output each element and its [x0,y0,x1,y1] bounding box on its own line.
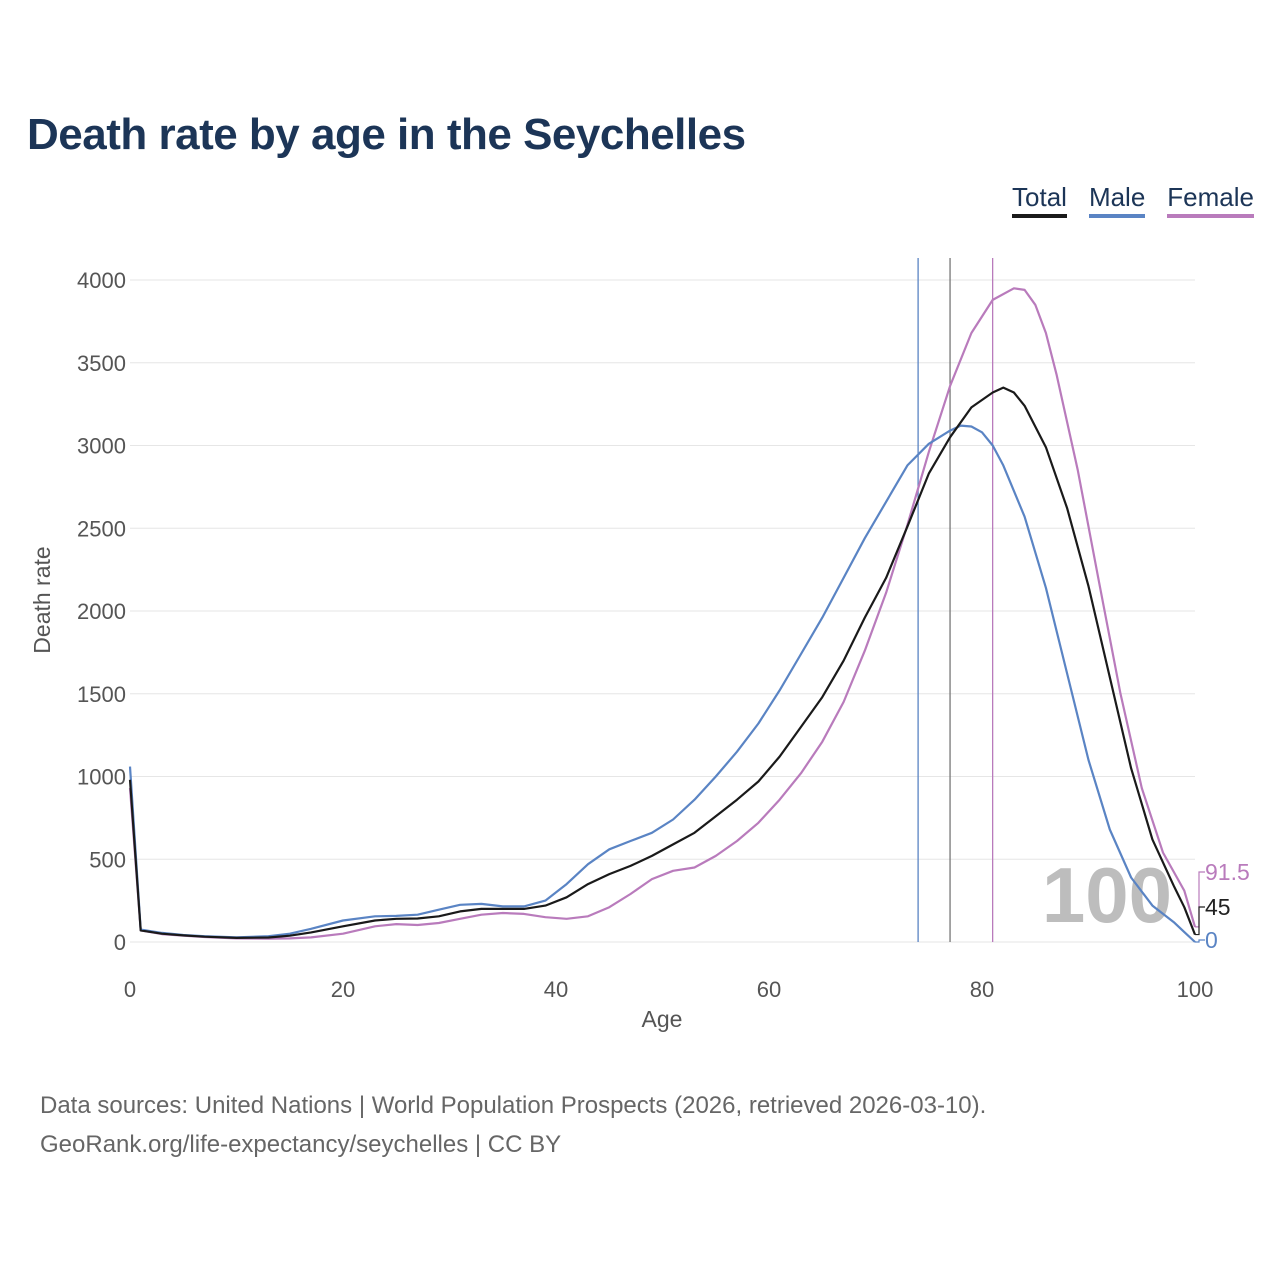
end-labels: 91.5 45 0 [1195,859,1250,953]
x-tick-label-20: 20 [331,977,355,1002]
life-expectancy-markers [917,258,994,942]
end-value-male: 0 [1205,927,1218,953]
legend: Total Male Female [1012,182,1254,218]
y-tick-label-4000: 4000 [77,268,126,293]
grid-layer [130,279,1195,943]
y-tick-label-500: 500 [89,847,126,872]
y-tick-label-0: 0 [114,930,126,955]
legend-item-female[interactable]: Female [1167,182,1254,218]
y-tick-label-3500: 3500 [77,351,126,376]
source-footer: Data sources: United Nations | World Pop… [40,1086,986,1164]
x-tick-label-40: 40 [544,977,568,1002]
end-value-total: 45 [1205,894,1231,920]
legend-item-total[interactable]: Total [1012,182,1067,218]
legend-item-male[interactable]: Male [1088,182,1146,218]
series-layer [128,287,1197,943]
series-line-female[interactable] [128,287,1197,940]
page-title: Death rate by age in the Seychelles [27,110,746,159]
series-line-male[interactable] [128,424,1196,943]
y-tick-label-1000: 1000 [77,765,126,790]
series-line-total[interactable] [128,386,1197,939]
y-tick-label-3000: 3000 [77,434,126,459]
y-tick-label-1500: 1500 [77,682,126,707]
end-leader-male [1195,939,1205,943]
selected-age-watermark: 100 [1042,851,1172,939]
y-tick-label-2000: 2000 [77,599,126,624]
end-leader-female [1195,871,1205,928]
x-tick-label-80: 80 [970,977,994,1002]
x-axis-label: Age [642,1006,683,1032]
source-line-1: Data sources: United Nations | World Pop… [40,1092,987,1119]
y-axis-label: Death rate [29,546,55,653]
x-tick-label-0: 0 [124,977,136,1002]
source-line-2[interactable]: GeoRank.org/life-expectancy/seychelles |… [40,1131,562,1158]
x-tick-label-60: 60 [757,977,781,1002]
tick-layer: 0 500 1000 1500 2000 2500 3000 3500 4000 0 20 40 60 8… [77,268,1213,1002]
end-value-female: 91.5 [1205,859,1250,885]
end-leader-total [1195,906,1205,936]
y-tick-label-2500: 2500 [77,516,126,541]
x-tick-label-100: 100 [1177,977,1214,1002]
